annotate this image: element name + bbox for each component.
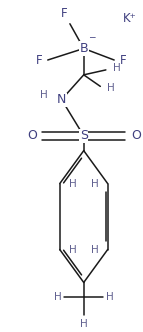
Text: H: H <box>69 244 77 255</box>
Text: H: H <box>113 63 121 73</box>
Text: H: H <box>107 83 115 93</box>
Text: −: − <box>88 32 95 41</box>
Text: H: H <box>54 292 62 302</box>
Text: O: O <box>27 129 37 142</box>
Text: S: S <box>80 129 88 142</box>
Text: B: B <box>79 42 88 55</box>
Text: K⁺: K⁺ <box>122 12 136 25</box>
Text: H: H <box>80 319 88 329</box>
Text: H: H <box>106 292 114 302</box>
Text: F: F <box>120 53 126 66</box>
Text: H: H <box>91 179 99 189</box>
Text: O: O <box>131 129 141 142</box>
Text: F: F <box>36 53 42 66</box>
Text: F: F <box>60 7 67 21</box>
Text: H: H <box>40 90 48 100</box>
Text: H: H <box>69 179 77 189</box>
Text: H: H <box>91 244 99 255</box>
Text: N: N <box>57 93 66 106</box>
